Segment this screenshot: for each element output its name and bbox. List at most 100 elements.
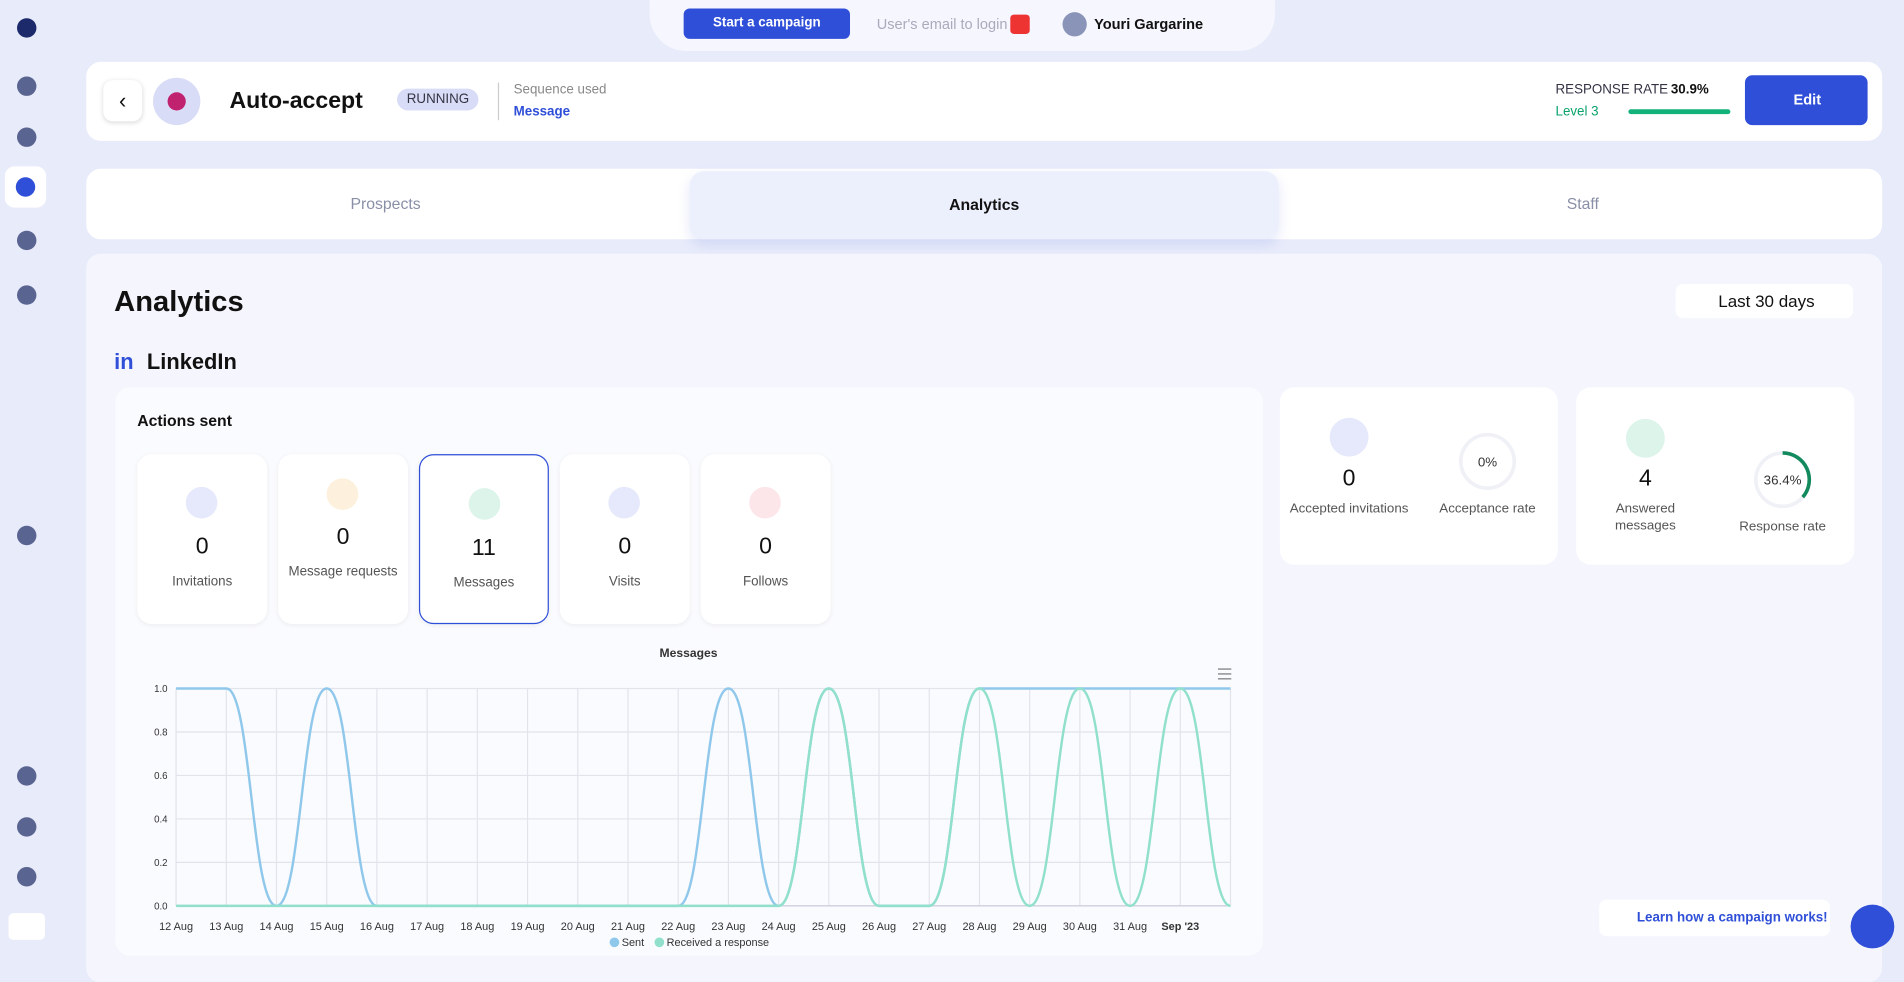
x-tick-label: 21 Aug bbox=[611, 921, 645, 933]
people-icon[interactable] bbox=[17, 127, 37, 147]
x-tick-label: 13 Aug bbox=[209, 921, 243, 933]
team-icon[interactable] bbox=[17, 285, 37, 305]
campaign-header: ‹ Auto-accept RUNNING Sequence used Mess… bbox=[86, 61, 1883, 141]
chart-menu bbox=[1217, 668, 1232, 680]
action-card: 0 Invitations bbox=[137, 454, 268, 625]
tab[interactable]: Prospects bbox=[350, 194, 421, 213]
stat-label: Answered messages bbox=[1615, 500, 1676, 532]
avatar bbox=[1062, 12, 1087, 37]
bell-icon[interactable] bbox=[17, 817, 37, 837]
action-icon bbox=[608, 486, 640, 519]
action-value: 0 bbox=[336, 524, 350, 551]
y-tick-label: 0.0 bbox=[154, 902, 168, 913]
home-icon[interactable] bbox=[17, 76, 37, 96]
x-tick-label: 27 Aug bbox=[912, 921, 946, 933]
stat-value: 4 bbox=[1639, 465, 1652, 491]
tabs: Prospects Analytics Staff bbox=[86, 168, 1883, 240]
legend-label: Received a response bbox=[667, 937, 769, 949]
response-rate-label: RESPONSE RATE bbox=[1555, 82, 1669, 98]
stat-icon bbox=[1625, 418, 1665, 458]
x-tick-label: Sep '23 bbox=[1161, 921, 1199, 933]
login-icon[interactable] bbox=[1010, 14, 1030, 35]
back-button[interactable]: ‹ bbox=[103, 80, 143, 122]
x-tick-label: 20 Aug bbox=[561, 921, 595, 933]
level: Level 3 bbox=[1555, 104, 1599, 120]
x-tick-label: 26 Aug bbox=[862, 921, 896, 933]
section-title[interactable]: LinkedIn bbox=[146, 349, 237, 375]
rate-value: 0% bbox=[1478, 454, 1497, 469]
campaign-avatar bbox=[153, 77, 201, 126]
x-tick-label: 19 Aug bbox=[511, 921, 545, 933]
legend-label: Sent bbox=[622, 937, 644, 949]
period-select[interactable]: Last 30 days bbox=[1675, 284, 1854, 319]
legend-swatch bbox=[609, 937, 620, 948]
y-tick-label: 0.4 bbox=[154, 815, 168, 826]
edit-button[interactable]: Edit bbox=[1744, 75, 1868, 126]
chat-launcher[interactable] bbox=[1850, 904, 1895, 949]
start-campaign-button[interactable]: Start a campaign bbox=[683, 8, 851, 39]
series-line bbox=[176, 687, 1231, 908]
action-label: Invitations bbox=[172, 574, 233, 589]
rate-value: 36.4% bbox=[1764, 473, 1802, 488]
action-label: Message requests bbox=[288, 564, 398, 580]
y-tick-label: 0.6 bbox=[154, 771, 168, 782]
campaign-title: Auto-accept bbox=[229, 88, 363, 115]
x-tick-label: 18 Aug bbox=[460, 921, 494, 933]
avatar-dot bbox=[167, 92, 186, 111]
help-icon[interactable] bbox=[17, 867, 37, 887]
active-nav[interactable] bbox=[4, 166, 47, 208]
action-icon bbox=[468, 488, 501, 520]
stat-icon bbox=[1329, 417, 1369, 457]
actions-title: Actions sent bbox=[137, 411, 232, 430]
status-badge: RUNNING bbox=[397, 88, 479, 111]
x-tick-label: 30 Aug bbox=[1063, 921, 1097, 933]
y-tick-label: 0.8 bbox=[154, 728, 168, 739]
x-tick-label: 31 Aug bbox=[1113, 921, 1147, 933]
x-tick-label: 12 Aug bbox=[159, 921, 193, 933]
chat-icon[interactable] bbox=[17, 230, 37, 251]
action-value: 0 bbox=[618, 534, 632, 560]
rate-arc bbox=[1782, 451, 1812, 499]
rate-ring bbox=[1458, 432, 1517, 490]
tab[interactable]: Staff bbox=[1566, 194, 1599, 213]
sidebar bbox=[0, 0, 53, 962]
stat-label: Accepted invitations bbox=[1290, 500, 1409, 515]
stat-value: 0 bbox=[1343, 465, 1356, 491]
help-link[interactable]: Learn how a campaign works! bbox=[1599, 899, 1830, 937]
logo[interactable] bbox=[17, 18, 37, 38]
settings-icon[interactable] bbox=[17, 525, 37, 546]
action-card: 0 Message requests bbox=[278, 454, 409, 625]
chart: Messages 0 Accepted invitations 0% Acceptan… bbox=[154, 417, 1826, 949]
language[interactable] bbox=[8, 913, 45, 940]
action-label: Messages bbox=[453, 575, 515, 591]
x-tick-label: 25 Aug bbox=[812, 921, 846, 933]
action-value: 0 bbox=[195, 534, 209, 560]
tab-active[interactable]: Analytics bbox=[689, 171, 1279, 240]
x-tick-label: 28 Aug bbox=[962, 921, 996, 933]
action-icon bbox=[326, 478, 359, 511]
sequence-label: Sequence used bbox=[513, 82, 607, 98]
stat-label: Response rate bbox=[1739, 519, 1826, 534]
action-label: Follows bbox=[742, 574, 789, 589]
chart-title: Messages bbox=[660, 646, 718, 660]
action-icon bbox=[185, 486, 218, 519]
x-tick-label: 22 Aug bbox=[661, 921, 695, 933]
x-tick-label: 14 Aug bbox=[260, 921, 294, 933]
x-tick-label: 16 Aug bbox=[360, 921, 394, 933]
y-tick-label: 1.0 bbox=[154, 684, 168, 695]
analytics-title: Analytics bbox=[114, 285, 244, 319]
series-line bbox=[176, 687, 1232, 908]
action-icon bbox=[749, 486, 781, 519]
legend-swatch bbox=[654, 937, 665, 948]
action-value: 11 bbox=[471, 535, 496, 562]
response-rate: 30.9% bbox=[1670, 82, 1709, 98]
sequence-link[interactable]: Message bbox=[513, 104, 571, 120]
action-label: Visits bbox=[608, 574, 641, 589]
user-name[interactable]: Youri Gargarine bbox=[1094, 15, 1204, 33]
x-tick-label: 29 Aug bbox=[1013, 921, 1047, 933]
settings-icon[interactable] bbox=[17, 766, 37, 786]
action-value: 0 bbox=[759, 534, 773, 560]
email-login[interactable]: User's email to login bbox=[876, 15, 1008, 33]
